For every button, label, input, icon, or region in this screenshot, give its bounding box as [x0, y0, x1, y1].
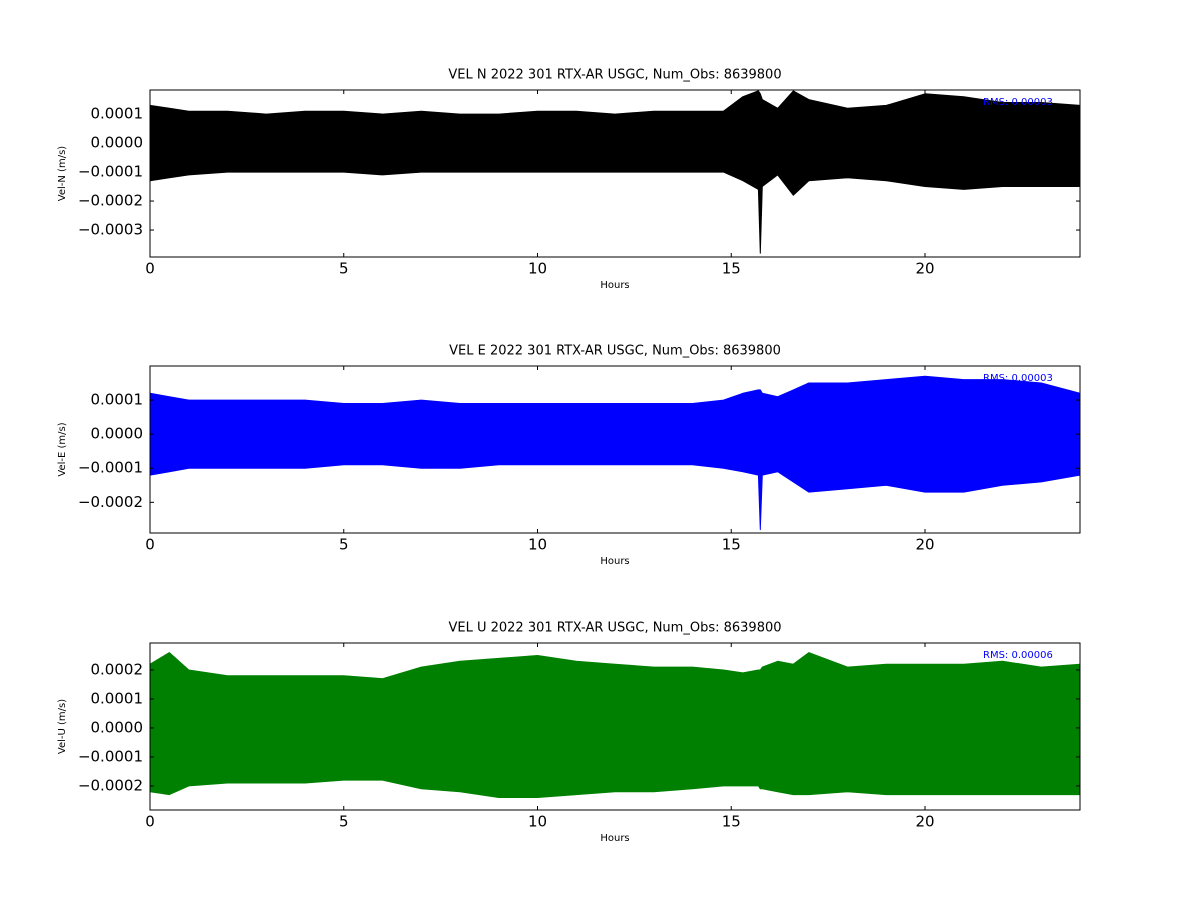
y-tick-label: 0.0000	[91, 425, 144, 443]
x-tick-label: 15	[722, 260, 741, 278]
y-tick-label: −0.0001	[78, 459, 143, 477]
x-tick-label: 10	[528, 536, 547, 554]
annotation: RMS: 0.00003	[983, 97, 1053, 108]
y-tick-label: 0.0001	[91, 105, 144, 123]
x-tick-label: 15	[722, 813, 741, 831]
y-tick-label: −0.0003	[78, 221, 143, 239]
annotation: RMS: 0.00003	[983, 373, 1053, 384]
y-tick-label: −0.0001	[78, 163, 143, 181]
axes-frame	[149, 642, 1081, 811]
y-axis-label: Vel-E (m/s)	[57, 422, 68, 476]
chart-title: VEL U 2022 301 RTX-AR USGC, Num_Obs: 863…	[448, 621, 781, 636]
x-tick-label: 20	[915, 813, 934, 831]
y-tick-label: 0.0001	[91, 689, 144, 707]
chart-title: VEL N 2022 301 RTX-AR USGC, Num_Obs: 863…	[448, 68, 781, 83]
x-tick-label: 5	[339, 260, 349, 278]
x-tick-label: 20	[915, 260, 934, 278]
y-tick-label: −0.0002	[78, 776, 143, 794]
x-tick-label: 5	[339, 813, 349, 831]
axes-frame	[149, 365, 1081, 534]
signal-band	[150, 652, 1080, 798]
axes-frame	[149, 89, 1081, 258]
y-axis-label: Vel-U (m/s)	[57, 699, 68, 754]
x-tick-label: 10	[528, 260, 547, 278]
y-axis-label: Vel-N (m/s)	[57, 146, 68, 201]
x-tick-label: 20	[915, 536, 934, 554]
x-axis-label: Hours	[600, 833, 629, 844]
y-tick-label: 0.0002	[91, 660, 144, 678]
signal-band	[150, 375, 1080, 531]
x-tick-label: 0	[145, 813, 155, 831]
x-axis-label: Hours	[600, 556, 629, 567]
chart-title: VEL E 2022 301 RTX-AR USGC, Num_Obs: 863…	[449, 344, 781, 359]
x-axis-label: Hours	[600, 280, 629, 291]
y-tick-label: 0.0001	[91, 391, 144, 409]
x-tick-label: 0	[145, 260, 155, 278]
annotation: RMS: 0.00006	[983, 650, 1053, 661]
y-tick-label: −0.0002	[78, 192, 143, 210]
y-tick-label: 0.0000	[91, 718, 144, 736]
signal-band	[150, 90, 1080, 254]
x-tick-label: 10	[528, 813, 547, 831]
x-tick-label: 15	[722, 536, 741, 554]
x-tick-label: 0	[145, 536, 155, 554]
y-tick-label: −0.0001	[78, 747, 143, 765]
y-tick-label: −0.0002	[78, 493, 143, 511]
x-tick-label: 5	[339, 536, 349, 554]
y-tick-label: 0.0000	[91, 134, 144, 152]
